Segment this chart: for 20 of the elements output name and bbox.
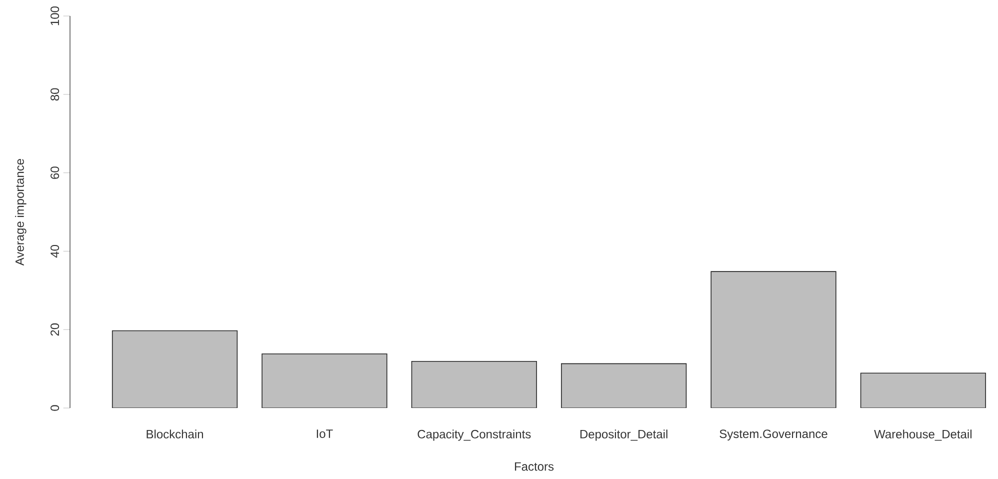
x-tick-label: Warehouse_Detail: [874, 430, 972, 441]
x-tick-label: Blockchain: [146, 430, 204, 438]
bar: [112, 330, 238, 408]
y-tick-label: 80: [50, 88, 60, 101]
bar: [560, 363, 687, 408]
y-tick-label: 20: [50, 323, 60, 336]
x-tick-label: IoT: [316, 430, 333, 438]
y-tick-label: 100: [50, 6, 60, 26]
x-axis-title: Factors: [514, 462, 554, 471]
bar: [262, 354, 388, 408]
x-tick-label: Capacity_Constraints: [418, 430, 531, 441]
y-tick-label: 60: [50, 166, 60, 179]
y-tick-label: 40: [50, 244, 60, 258]
x-tick-label: System.Governance: [720, 430, 828, 440]
bar: [411, 360, 537, 408]
bar: [710, 271, 836, 408]
y-tick-label: 0: [50, 405, 60, 411]
x-tick-label: Depositor_Detail: [580, 430, 668, 441]
bar: [860, 372, 986, 408]
y-axis-title: Average importance: [15, 158, 26, 266]
